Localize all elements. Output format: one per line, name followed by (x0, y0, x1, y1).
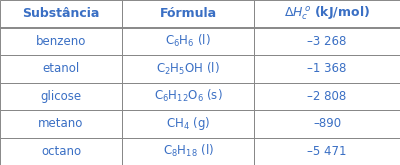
Text: glicose: glicose (40, 90, 82, 103)
Bar (254, 82, 400, 110)
Bar (0, 28, 122, 55)
Text: $\mathrm{C_2H_5OH}$ (l): $\mathrm{C_2H_5OH}$ (l) (156, 61, 220, 77)
Bar (254, 28, 400, 55)
Bar (254, 110, 400, 137)
Bar (0, 55, 122, 82)
Text: –3 268: –3 268 (307, 35, 347, 48)
Bar (122, 110, 254, 137)
Text: $\mathrm{C_6H_{12}O_6}$ (s): $\mathrm{C_6H_{12}O_6}$ (s) (154, 88, 222, 104)
Text: metano: metano (38, 117, 84, 130)
Text: Fórmula: Fórmula (160, 7, 216, 20)
Text: Substância: Substância (22, 7, 100, 20)
Bar (122, 55, 254, 82)
Text: etanol: etanol (42, 62, 80, 75)
Text: –2 808: –2 808 (307, 90, 347, 103)
Bar (254, 137, 400, 165)
Text: –5 471: –5 471 (307, 145, 347, 158)
Bar (122, 137, 254, 165)
Bar (122, 0, 254, 28)
Text: $\Delta\mathit{H}_c^{\,o}$ (kJ/mol): $\Delta\mathit{H}_c^{\,o}$ (kJ/mol) (284, 5, 370, 22)
Bar (254, 55, 400, 82)
Text: –1 368: –1 368 (307, 62, 347, 75)
Text: $\mathrm{C_6H_6}$ (l): $\mathrm{C_6H_6}$ (l) (165, 33, 211, 49)
Text: –890: –890 (313, 117, 341, 130)
Bar (0, 0, 122, 28)
Text: $\mathrm{CH_4}$ (g): $\mathrm{CH_4}$ (g) (166, 115, 210, 132)
Text: benzeno: benzeno (36, 35, 86, 48)
Bar (122, 28, 254, 55)
Text: octano: octano (41, 145, 81, 158)
Bar (0, 110, 122, 137)
Bar (122, 82, 254, 110)
Text: $\mathrm{C_8H_{18}}$ (l): $\mathrm{C_8H_{18}}$ (l) (162, 143, 214, 159)
Bar (0, 82, 122, 110)
Bar (254, 0, 400, 28)
Bar (0, 137, 122, 165)
